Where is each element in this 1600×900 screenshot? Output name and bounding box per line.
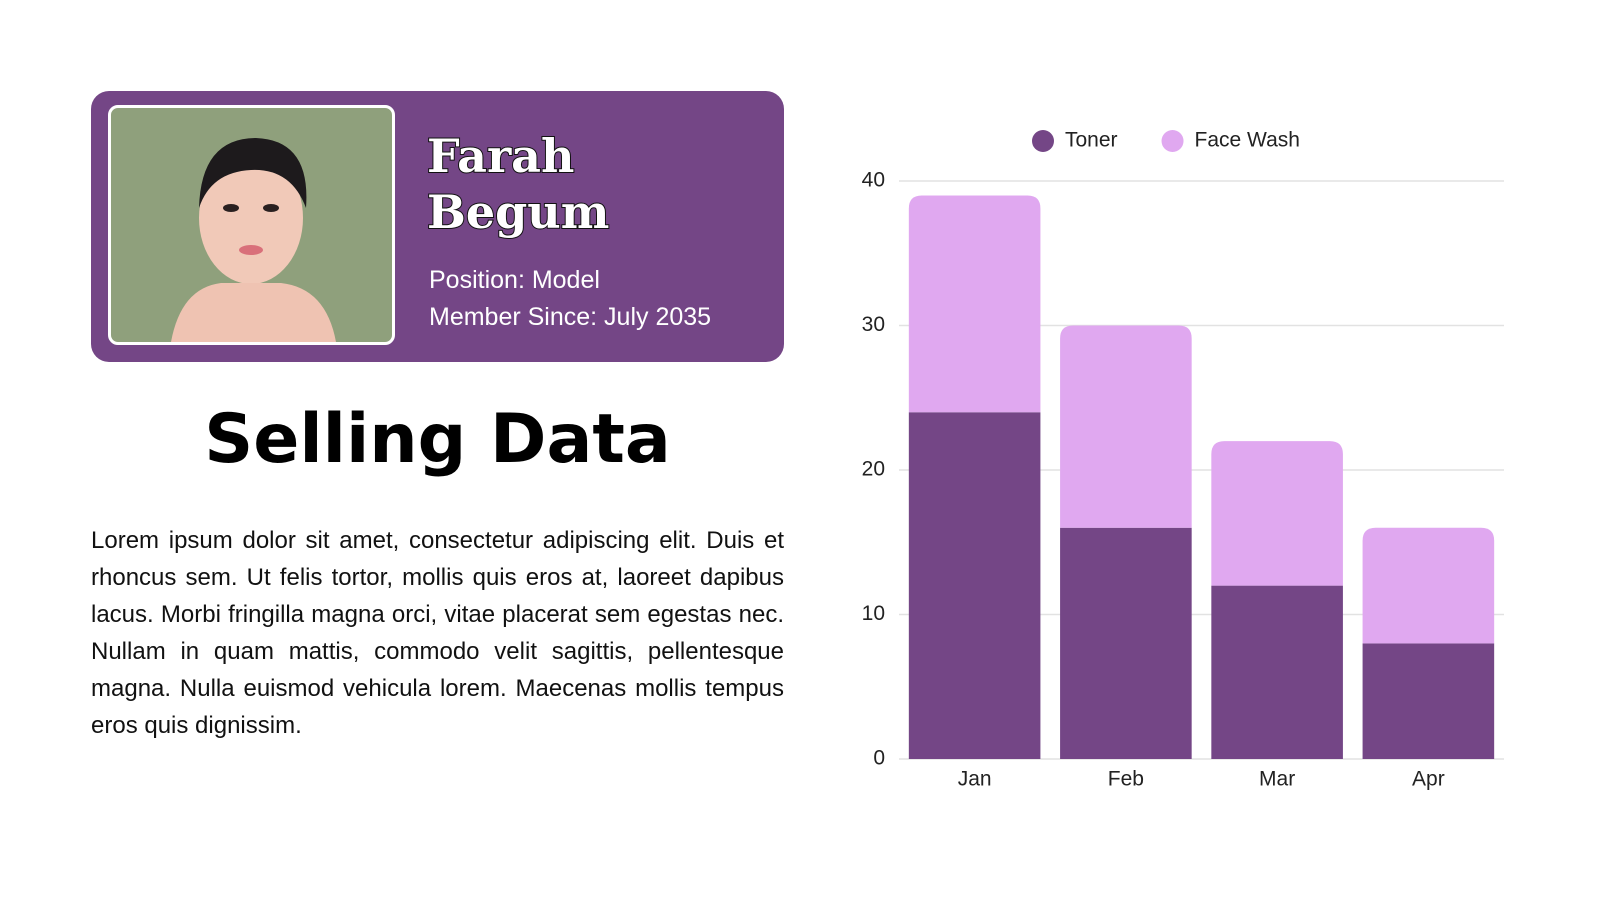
bar [1211,441,1343,586]
legend-marker [1032,130,1054,152]
legend-marker [1161,130,1184,152]
bar [1211,585,1343,759]
bar [1060,325,1192,528]
bar [1362,527,1495,644]
x-tick-label: Jan [958,768,992,791]
y-tick-label: 0 [873,747,885,770]
y-tick-label: 10 [862,602,885,625]
bar [1060,527,1192,759]
profile-name: Farah [426,128,575,184]
chart: 0 10 20 30 40 Toner Face Wash Jan Feb Mar Apr [862,129,1504,791]
legend-label: Face Wash [1195,129,1300,152]
heading: Selling Data [204,400,671,479]
legend-label: Toner [1065,129,1118,152]
profile-member-since: Member Since: July 2035 [429,303,712,331]
x-tick-label: Feb [1108,768,1144,791]
y-tick-label: 20 [862,458,885,481]
profile-photo [108,105,395,345]
x-tick-label: Apr [1412,768,1445,791]
bar [908,412,1041,759]
profile-name: Begum [426,184,610,240]
y-tick-label: 40 [862,169,885,192]
y-tick-label: 30 [862,313,885,336]
photo-placeholder [171,138,336,342]
profile-card: Farah Begum Position: Model Member Since… [91,91,784,362]
profile-position: Position: Model [429,266,600,294]
paragraph: Lorem ipsum dolor sit amet, consectetur … [91,527,784,739]
bar [908,195,1041,413]
x-tick-label: Mar [1259,768,1295,791]
bar [1362,643,1495,759]
